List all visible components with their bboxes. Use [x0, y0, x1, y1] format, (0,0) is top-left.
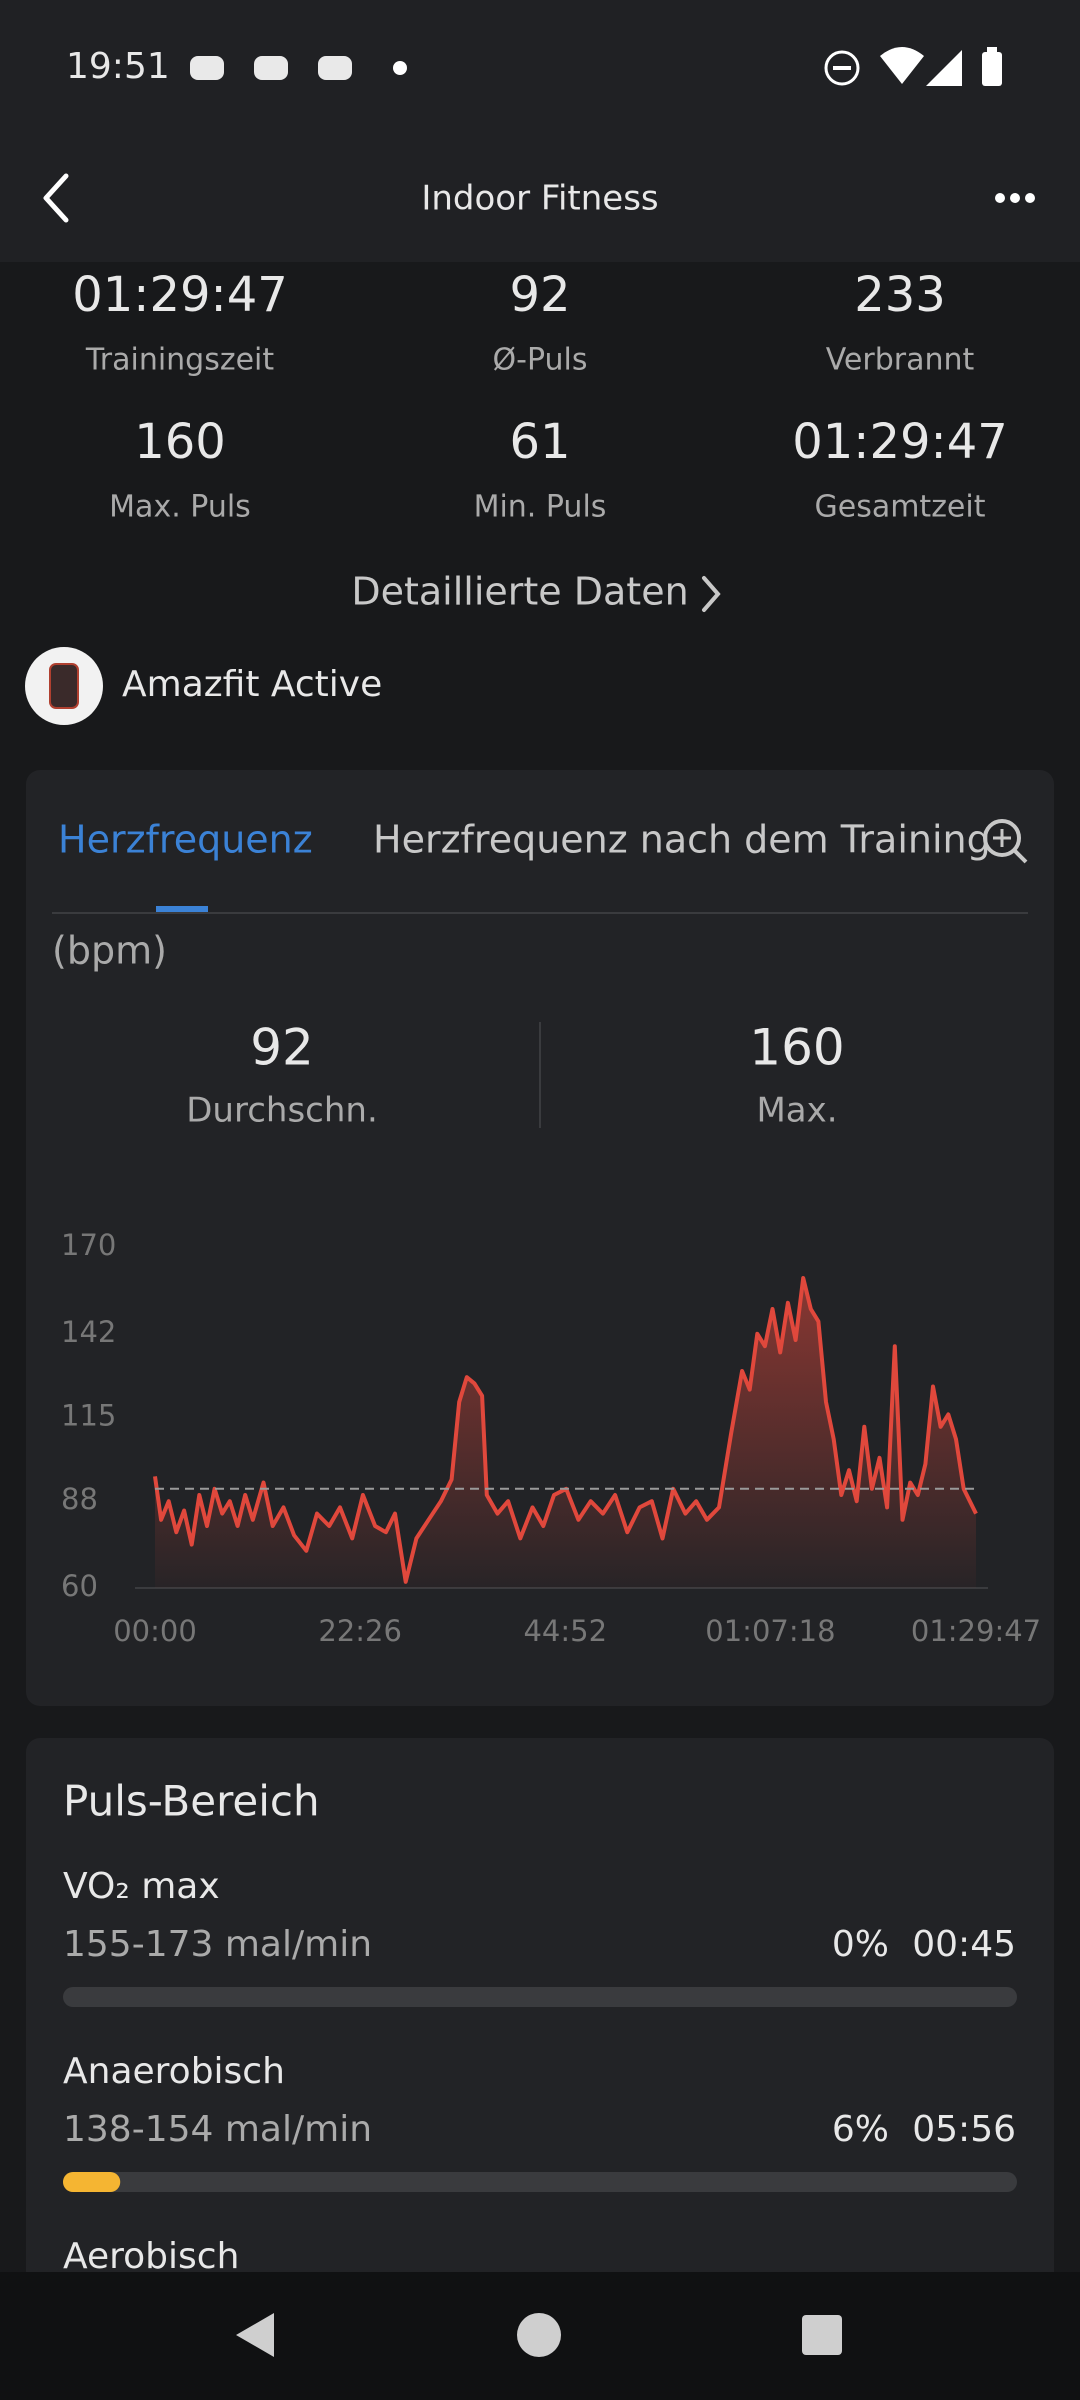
zone-percent: 6%	[832, 2109, 889, 2150]
y-tick-label: 60	[61, 1569, 98, 1603]
summary-value: 160	[749, 1019, 844, 1077]
zone-name: VO₂ max	[63, 1866, 220, 1907]
zoom-button[interactable]	[983, 819, 1028, 864]
nav-back[interactable]	[236, 2313, 274, 2357]
details-link-text[interactable]: Detaillierte Daten	[351, 570, 688, 614]
device-name: Amazfit Active	[122, 664, 382, 705]
tab-active[interactable]: Herzfrequenz	[58, 818, 313, 862]
app-icons	[190, 56, 352, 80]
y-tick-label: 170	[61, 1228, 116, 1262]
heart-rate-chart: 60 88 115 142 170 00:00 22:26 44:52 01:07:18 01:2…	[61, 1228, 1041, 1648]
chevron	[702, 576, 721, 612]
zone-name: Anaerobisch	[63, 2051, 285, 2092]
nav-recents[interactable]	[802, 2315, 842, 2355]
nav-home[interactable]	[517, 2313, 561, 2357]
x-tick-label: 44:52	[523, 1614, 607, 1648]
summary-label: Max.	[756, 1091, 837, 1131]
zones-card	[26, 1738, 1054, 2400]
summary-value: 92	[250, 1019, 314, 1077]
status-time: 19:51	[66, 46, 170, 87]
y-tick-label: 88	[61, 1482, 98, 1516]
line	[153, 1276, 978, 1584]
zones-title: Puls-Bereich	[63, 1777, 320, 1826]
header-title: Indoor Fitness	[421, 179, 658, 219]
summary-label: Durchschn.	[186, 1091, 378, 1131]
more-button[interactable]	[995, 193, 1035, 203]
zone-range: 155-173 mal/min	[63, 1924, 372, 1965]
zone-time: 00:45	[912, 1924, 1016, 1965]
y-tick-label: 142	[61, 1315, 116, 1349]
x-tick-label: 01:07:18	[705, 1614, 835, 1648]
stat-label: Max. Puls	[109, 490, 251, 525]
back-button[interactable]	[43, 173, 69, 223]
tab-indicator	[156, 906, 208, 912]
stat-label: Trainingszeit	[85, 343, 275, 378]
tab[interactable]: Herzfrequenz nach dem Training	[373, 818, 991, 862]
details-link[interactable]: Detaillierte Daten	[351, 570, 721, 614]
x-tick-label: 00:00	[113, 1614, 197, 1648]
stat-label: Ø-Puls	[493, 343, 588, 378]
stat-value: 233	[854, 267, 946, 323]
zone-track	[63, 1987, 1017, 2007]
x-tick-label: 01:29:47	[911, 1614, 1041, 1648]
zones: VO₂ max 155-173 mal/min 0% 00:45 Anaerobisch…	[63, 1866, 1017, 2277]
zone-range: 138-154 mal/min	[63, 2109, 372, 2150]
x-tick-label: 22:26	[318, 1614, 402, 1648]
stat-value: 01:29:47	[792, 414, 1008, 470]
unit-label: (bpm)	[52, 929, 167, 973]
stat-label: Min. Puls	[474, 490, 607, 525]
top-bar	[0, 0, 1080, 262]
zone-percent: 0%	[832, 1924, 889, 1965]
stat-value: 160	[134, 414, 226, 470]
zone-track	[63, 2172, 1017, 2192]
stat-label: Verbrannt	[826, 343, 975, 378]
stat-value: 61	[509, 414, 570, 470]
watch-glyph	[49, 663, 79, 709]
zone-time: 05:56	[912, 2109, 1016, 2150]
zone-name: Aerobisch	[63, 2236, 239, 2277]
stat-label: Gesamtzeit	[814, 490, 985, 525]
stats: 01:29:47 Trainingszeit 92 Ø-Puls 233 Verbrann…	[72, 267, 1008, 525]
stat-value: 01:29:47	[72, 267, 288, 323]
summary: 92 Durchschn. 160 Max.	[186, 1019, 844, 1131]
y-tick-label: 115	[61, 1399, 116, 1433]
zone-bar	[63, 2172, 121, 2192]
status-icons	[393, 47, 1002, 86]
stat-value: 92	[509, 267, 570, 323]
